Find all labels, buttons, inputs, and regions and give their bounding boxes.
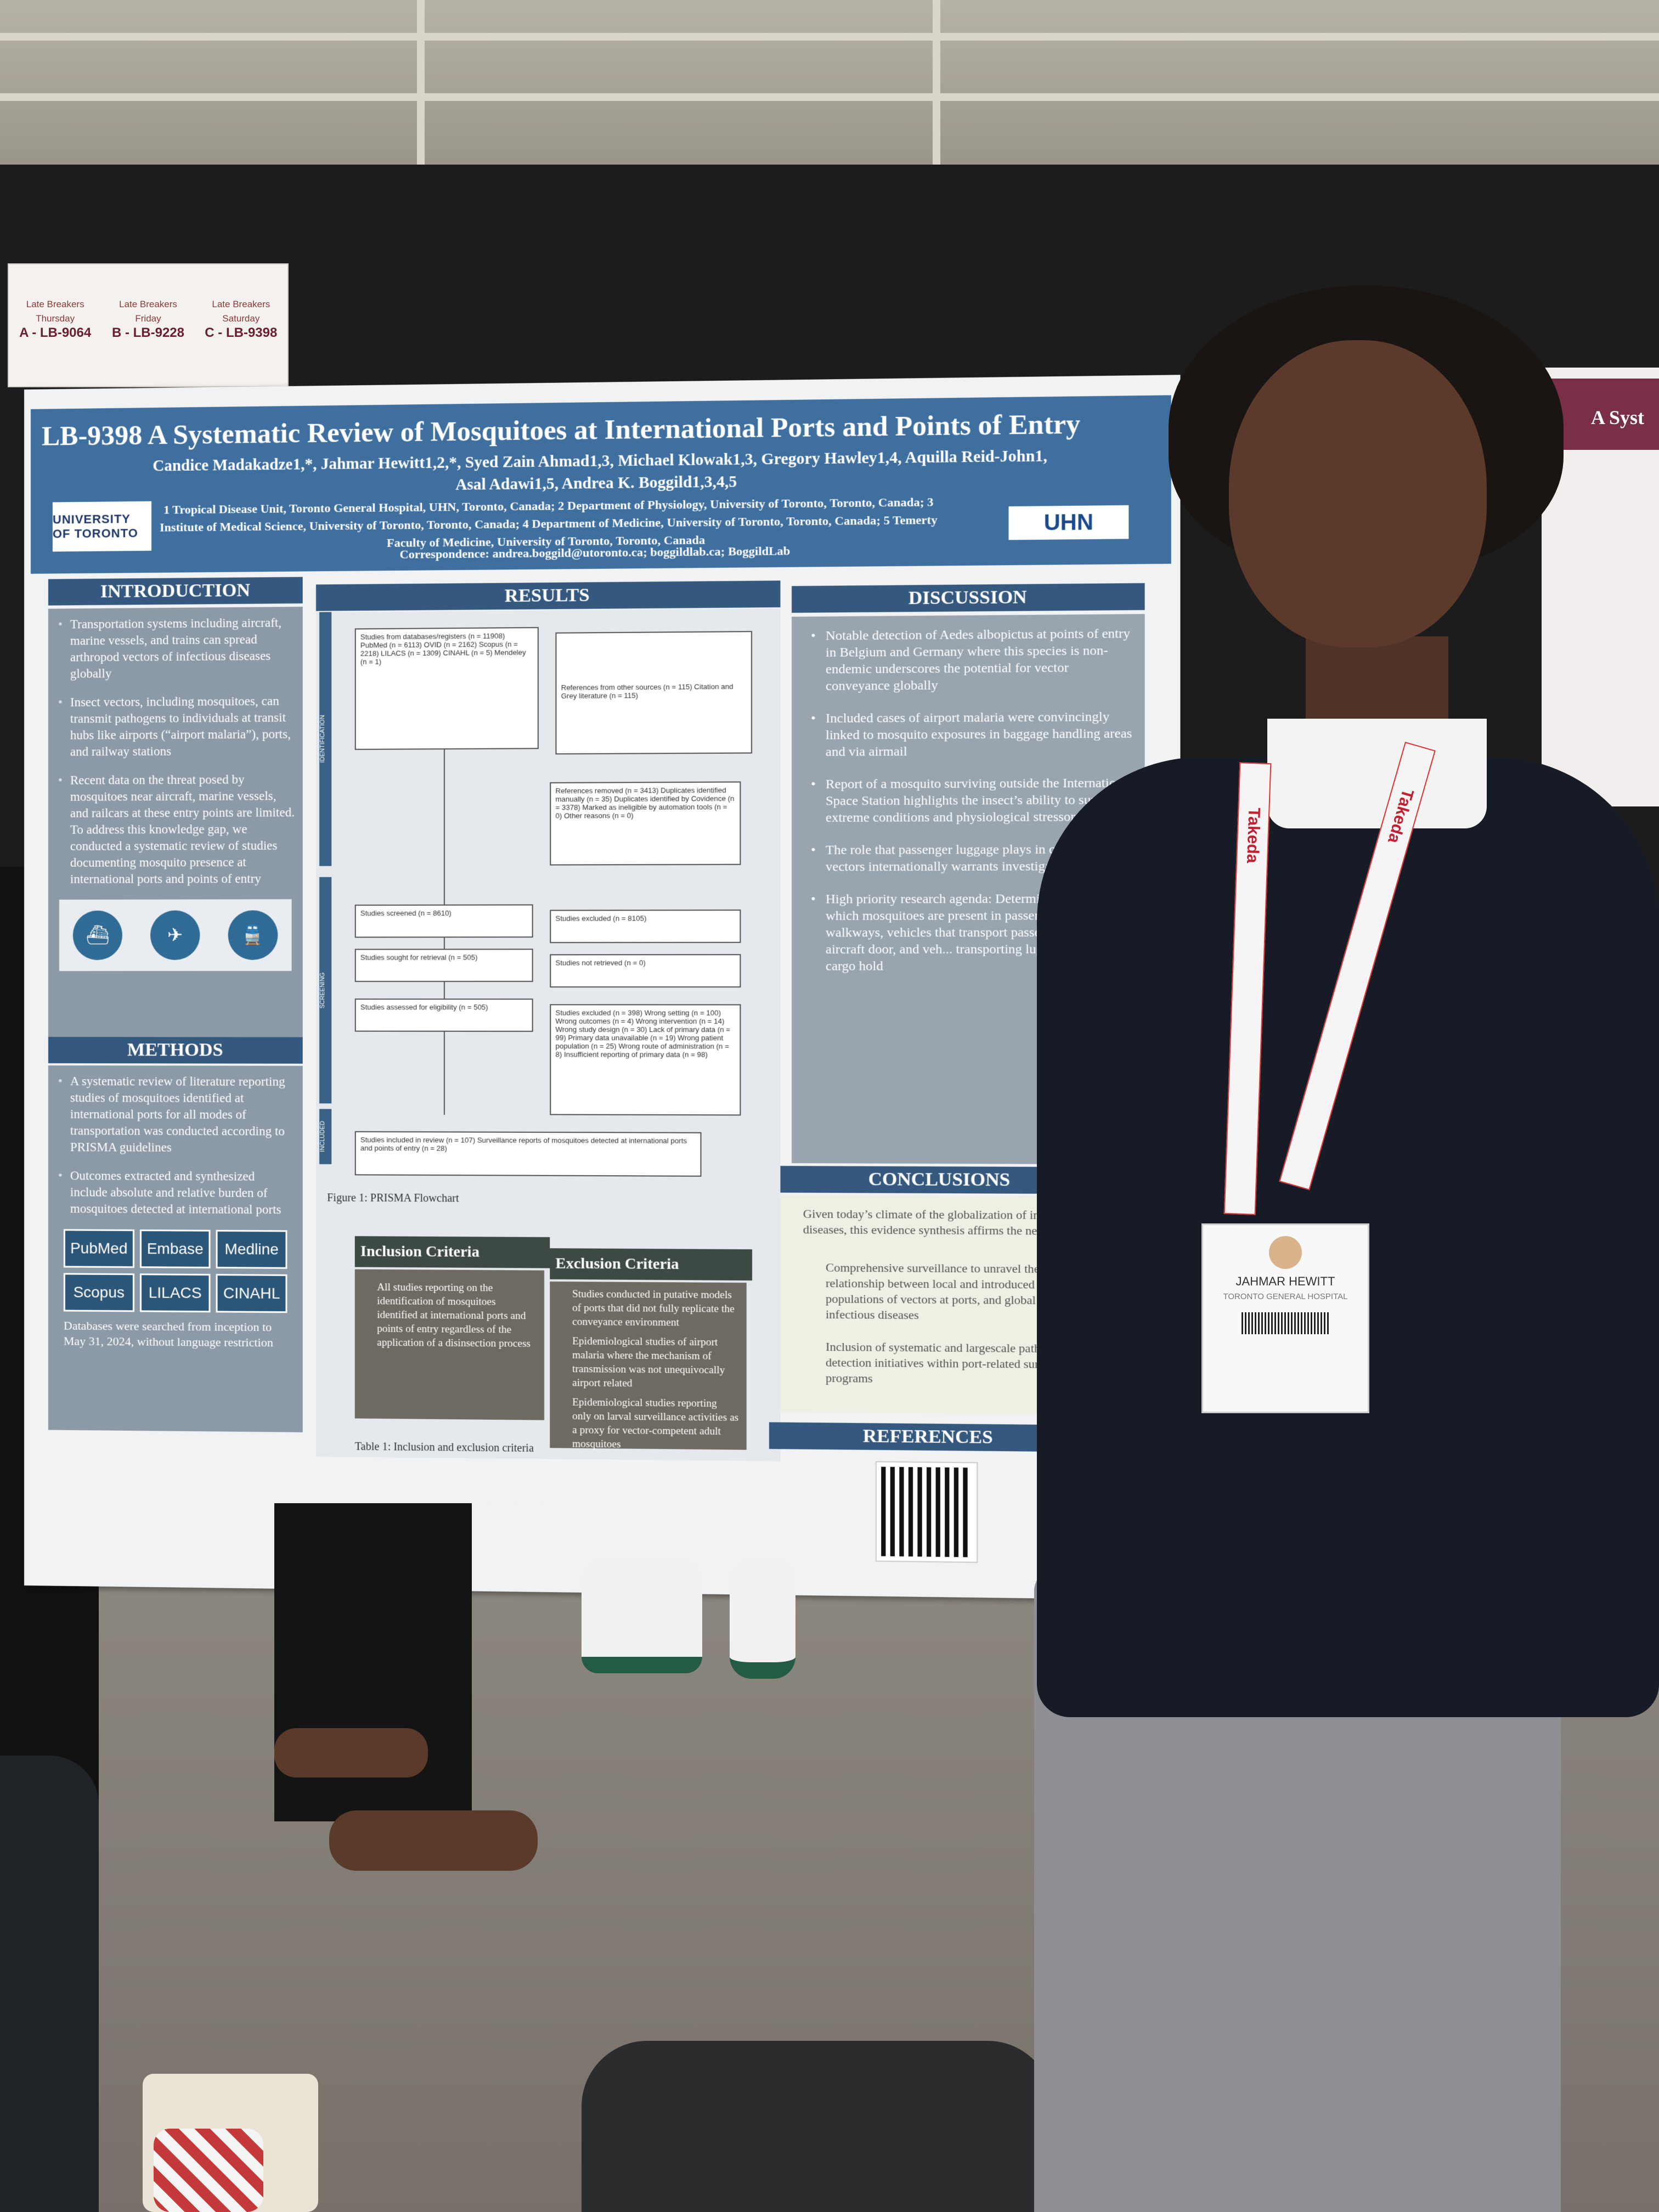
introduction-panel: Transportation systems including aircraf… [48, 607, 303, 1040]
methods-panel: A systematic review of literature report… [48, 1065, 303, 1432]
methods-heading: METHODS [48, 1037, 303, 1064]
food-wrapper [154, 2129, 263, 2212]
intro-bullet: Transportation systems including aircraf… [70, 614, 295, 682]
exclusion-item: Epidemiological studies of airport malar… [572, 1334, 738, 1391]
backpack [0, 1756, 99, 2212]
exclusion-item: Studies conducted in putative models of … [572, 1287, 738, 1330]
flow-box-removed: References removed (n = 3413) Duplicates… [550, 781, 741, 865]
flow-box-sought: Studies sought for retrieval (n = 505) [355, 949, 533, 982]
database-grid: PubMed Embase Medline Scopus LILACS CINA… [64, 1229, 287, 1313]
table-caption: Table 1: Inclusion and exclusion criteri… [355, 1441, 534, 1455]
discussion-heading: DISCUSSION [792, 583, 1145, 613]
exclusion-heading: Exclusion Criteria [550, 1248, 752, 1280]
badge-org: TORONTO GENERAL HOSPITAL [1203, 1292, 1368, 1301]
ceiling-beam [0, 33, 1659, 41]
flow-side-label: IDENTIFICATION [319, 612, 331, 866]
results-heading: RESULTS [316, 580, 780, 611]
databases-note: Databases were searched from inception t… [64, 1318, 287, 1351]
flow-box-screened: Studies screened (n = 8610) [355, 904, 533, 938]
flow-side-label: INCLUDED [319, 1109, 331, 1164]
flow-box-included: Studies included in review (n = 107) Sur… [355, 1131, 702, 1177]
airplane-icon: ✈ [150, 910, 200, 960]
flow-box-databases: Studies from databases/registers (n = 11… [355, 627, 539, 750]
train-icon: 🚆 [228, 910, 278, 960]
figure-caption: Figure 1: PRISMA Flowchart [327, 1192, 459, 1205]
poster-title: LB-9398 A Systematic Review of Mosquitoe… [42, 407, 1163, 452]
qr-code[interactable] [877, 1462, 977, 1561]
database-badge: Embase [140, 1229, 211, 1268]
results-panel: IDENTIFICATION SCREENING INCLUDED Studie… [316, 608, 780, 1462]
research-poster: LB-9398 A Systematic Review of Mosquitoe… [24, 375, 1181, 1600]
exclusion-cell: Studies conducted in putative models of … [550, 1282, 746, 1450]
methods-bullet: A systematic review of literature report… [70, 1073, 295, 1156]
lanyard-text: Takeda [1243, 808, 1263, 864]
exclusion-item: Epidemiological studies reporting only o… [572, 1396, 738, 1453]
database-badge: Medline [216, 1230, 287, 1269]
sneaker [730, 1558, 795, 1679]
person-face [1229, 340, 1487, 647]
methods-bullet: Outcomes extracted and synthesized inclu… [70, 1167, 295, 1218]
schedule-card: Late Breakers Thursday A - LB-9064 Late … [8, 263, 289, 387]
introduction-heading: INTRODUCTION [48, 577, 303, 606]
backpack [582, 2041, 1053, 2212]
database-badge: PubMed [64, 1229, 134, 1268]
sneaker [582, 1558, 702, 1673]
conference-logo-icon [1269, 1236, 1302, 1269]
transport-icon-row: ⛴ ✈ 🚆 [59, 899, 292, 971]
flow-side-label: SCREENING [319, 877, 331, 1104]
flow-box-assessed: Studies assessed for eligibility (n = 50… [355, 998, 533, 1032]
schedule-col: Late Breakers Friday B - LB-9228 [101, 264, 194, 386]
discussion-bullet: Included cases of airport malaria were c… [826, 708, 1137, 760]
database-badge: CINAHL [216, 1274, 287, 1313]
discussion-bullet: Notable detection of Aedes albopictus at… [826, 625, 1137, 695]
ship-icon: ⛴ [73, 911, 122, 960]
intro-bullet: Recent data on the threat posed by mosqu… [70, 771, 295, 888]
session-code: B - LB-9228 [101, 326, 194, 340]
uhn-logo: UHN [1008, 505, 1128, 540]
shirt-collar [1267, 719, 1487, 828]
session-code: A - LB-9064 [9, 326, 101, 340]
database-badge: LILACS [140, 1273, 211, 1312]
badge-name: JAHMAR HEWITT [1203, 1274, 1368, 1289]
ceiling-beam [0, 93, 1659, 101]
name-badge: JAHMAR HEWITT TORONTO GENERAL HOSPITAL [1201, 1223, 1369, 1413]
shoe [329, 1810, 538, 1871]
shoe [274, 1728, 428, 1778]
inclusion-cell: All studies reporting on the identificat… [355, 1269, 544, 1420]
inclusion-heading: Inclusion Criteria [355, 1236, 550, 1268]
intro-bullet: Insect vectors, including mosquitoes, ca… [70, 693, 295, 760]
session-code: C - LB-9398 [195, 326, 287, 340]
flow-box-excluded-reasons: Studies excluded (n = 398) Wrong setting… [550, 1004, 741, 1115]
schedule-col: Late Breakers Thursday A - LB-9064 [9, 264, 101, 386]
poster-banner: LB-9398 A Systematic Review of Mosquitoe… [31, 395, 1171, 574]
flow-box-excluded: Studies excluded (n = 8105) [550, 910, 741, 943]
barcode-icon [1242, 1312, 1329, 1334]
schedule-col: Late Breakers Saturday C - LB-9398 [195, 264, 287, 386]
flow-box-other-sources: References from other sources (n = 115) … [555, 631, 752, 754]
university-logo: UNIVERSITY OF TORONTO [53, 501, 151, 552]
database-badge: Scopus [64, 1273, 134, 1312]
flow-box-not-retrieved: Studies not retrieved (n = 0) [550, 954, 741, 988]
